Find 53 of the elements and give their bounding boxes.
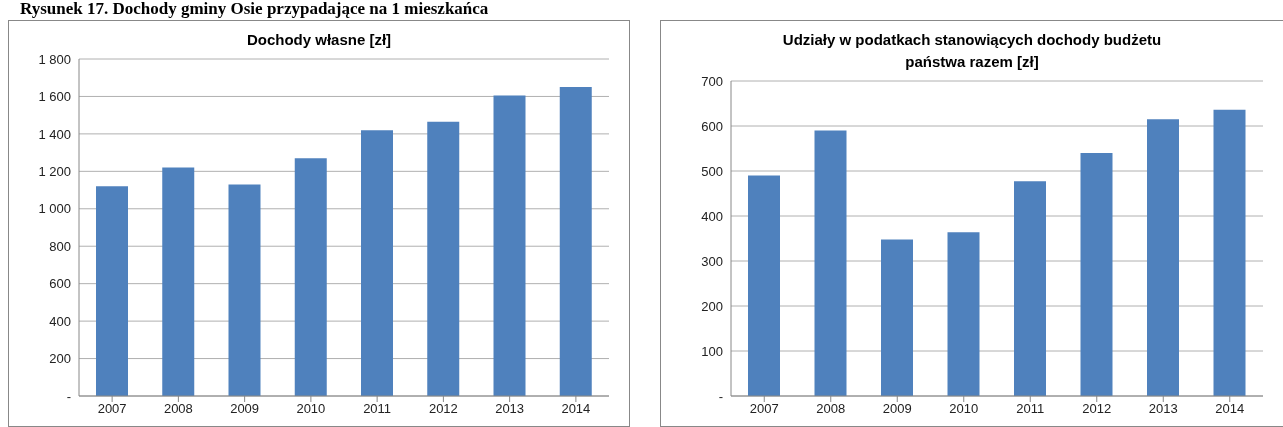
x-tick-label: 2014 xyxy=(1215,401,1245,417)
x-tick-label: 2007 xyxy=(97,401,127,417)
bar xyxy=(294,158,327,396)
y-tick-label: 600 xyxy=(701,118,723,134)
y-tick-label: 100 xyxy=(701,343,723,359)
y-tick-label: 300 xyxy=(701,253,723,269)
x-tick-label: 2009 xyxy=(230,401,260,417)
bar xyxy=(1014,181,1046,396)
bar xyxy=(427,121,460,396)
x-tick-label: 2011 xyxy=(1016,401,1045,417)
chart-title: Dochody własne [zł] xyxy=(245,30,393,50)
x-tick-label: 2010 xyxy=(949,401,979,417)
x-tick-label: 2010 xyxy=(296,401,326,417)
y-tick-label: - xyxy=(718,388,723,404)
y-tick-label: 600 xyxy=(49,276,71,292)
chart-title: Udziały w podatkach stanowiących dochody budżetu państwa razem [zł] xyxy=(781,30,1163,72)
x-tick-label: 2014 xyxy=(561,401,591,417)
text: Rysunek 17. Dochody gminy Osie przypadające na 1 mieszkańca xyxy=(20,0,489,18)
y-tick-label: 1 000 xyxy=(38,201,71,217)
y-tick-label: 1 800 xyxy=(38,51,71,67)
bar xyxy=(1147,119,1179,396)
y-tick-label: 700 xyxy=(701,73,723,89)
y-tick-label: 400 xyxy=(49,313,71,329)
y-tick-label: 800 xyxy=(49,238,71,254)
bar xyxy=(559,87,592,396)
y-tick-label: 400 xyxy=(701,208,723,224)
y-tick-label: 200 xyxy=(701,298,723,314)
x-tick-label: 2007 xyxy=(749,401,779,417)
x-tick-label: 2013 xyxy=(1148,401,1178,417)
x-tick-label: 2013 xyxy=(495,401,525,417)
x-tick-label: 2009 xyxy=(882,401,912,417)
y-tick-label: 200 xyxy=(49,351,71,367)
y-tick-label: 1 200 xyxy=(38,163,71,179)
y-tick-label: 1 400 xyxy=(38,126,71,142)
bar xyxy=(1213,109,1246,396)
bar xyxy=(1080,153,1113,396)
bar xyxy=(96,186,128,396)
y-tick-label: 1 600 xyxy=(38,89,71,105)
bar xyxy=(814,130,847,396)
x-tick-label: 2011 xyxy=(363,401,392,417)
y-tick-label: - xyxy=(66,388,71,404)
bar xyxy=(162,167,195,396)
bar xyxy=(361,130,393,396)
bar xyxy=(493,95,526,396)
bar xyxy=(748,175,780,396)
y-tick-label: 500 xyxy=(701,163,723,179)
x-tick-label: 2008 xyxy=(816,401,846,417)
x-tick-label: 2012 xyxy=(1082,401,1112,417)
x-tick-label: 2008 xyxy=(163,401,193,417)
bar xyxy=(947,232,980,396)
bar xyxy=(228,184,261,396)
x-tick-label: 2012 xyxy=(428,401,458,417)
bar xyxy=(881,239,913,396)
